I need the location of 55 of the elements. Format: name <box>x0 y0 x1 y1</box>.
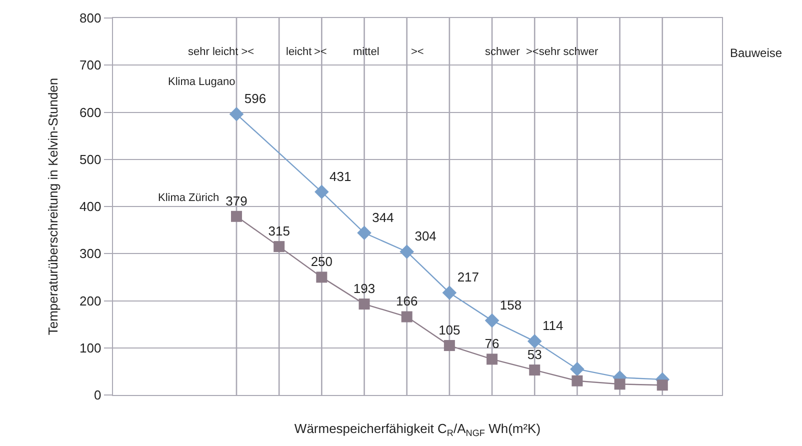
y-tick-label: 600 <box>80 104 102 120</box>
point <box>527 334 542 348</box>
point <box>274 241 285 252</box>
y-tick-label: 700 <box>80 58 102 73</box>
data-label: 166 <box>396 294 418 309</box>
data-label: 250 <box>310 254 333 270</box>
y-tick-label: 500 <box>80 152 102 167</box>
y-tick-label: 800 <box>80 10 102 26</box>
annotation: >< <box>314 46 327 58</box>
data-label: 304 <box>414 228 436 244</box>
data-label: 53 <box>527 346 542 362</box>
data-label: 379 <box>226 193 248 208</box>
annotation: >< <box>411 46 424 58</box>
annotation: leicht <box>286 46 312 58</box>
point <box>357 226 372 240</box>
data-label: 114 <box>542 318 564 334</box>
point <box>231 210 242 222</box>
point <box>486 354 498 365</box>
point <box>314 184 329 200</box>
annotation: sehr leicht >< <box>188 46 254 58</box>
y-tick-label: 400 <box>80 199 102 214</box>
annotation: mittel <box>353 46 380 58</box>
data-label: 76 <box>484 336 500 352</box>
point <box>529 364 540 376</box>
annotation: ><sehr schwer <box>526 46 598 58</box>
point <box>444 340 455 352</box>
y-axis-title: Temperaturüberschreitung in Kelvin-Stunden <box>45 78 60 336</box>
point <box>442 286 457 300</box>
data-label: 344 <box>372 210 394 225</box>
y-tick-label: 300 <box>80 246 102 262</box>
series-label: Klima Zürich <box>158 192 220 204</box>
data-label: 431 <box>330 168 352 184</box>
annotation: schwer <box>485 46 520 58</box>
y-tick-label: 200 <box>80 293 102 308</box>
data-label: 217 <box>457 270 480 285</box>
point <box>570 362 584 376</box>
text: Bauweise <box>730 46 782 60</box>
point <box>656 380 668 391</box>
series-label: Klima Lugano <box>168 76 236 88</box>
data-label: 193 <box>353 280 376 296</box>
point <box>400 244 414 259</box>
point <box>358 298 370 310</box>
point <box>572 375 583 386</box>
point <box>229 106 244 122</box>
data-label: 105 <box>438 322 460 338</box>
point <box>614 378 626 390</box>
y-tick-label: 100 <box>80 340 102 356</box>
point <box>484 313 500 328</box>
data-label: 315 <box>268 223 290 238</box>
x-axis-title: Wärmespeicherfähigkeit C$_{R}$/A$_{NGF}$ Wh(m²K) <box>294 421 541 438</box>
point <box>401 311 412 322</box>
data-label: 158 <box>500 297 522 312</box>
point <box>316 272 328 283</box>
y-tick-label: 0 <box>94 388 102 403</box>
data-label: 596 <box>244 91 266 106</box>
